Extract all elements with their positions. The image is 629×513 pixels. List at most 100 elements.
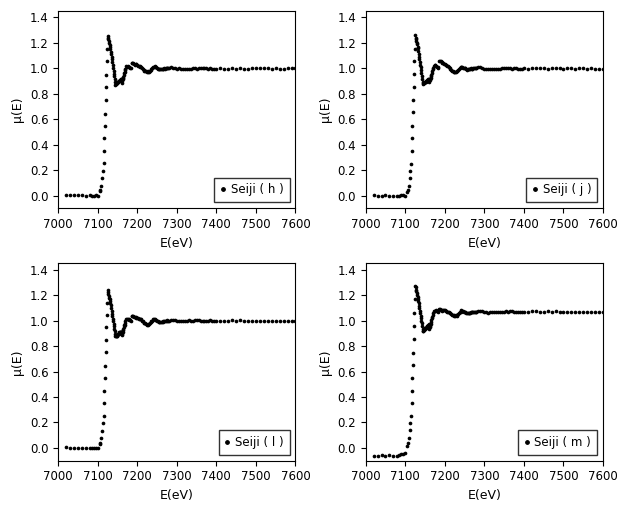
Point — [460, 65, 470, 73]
Point — [455, 63, 465, 71]
Point — [106, 307, 116, 315]
Point — [162, 64, 172, 72]
Point — [467, 307, 477, 315]
Point — [415, 61, 425, 69]
Point — [159, 317, 169, 325]
Point — [111, 81, 121, 89]
Point — [247, 64, 257, 72]
Point — [416, 69, 426, 77]
Point — [159, 317, 169, 325]
Point — [259, 64, 269, 72]
Point — [91, 191, 101, 200]
Point — [196, 317, 206, 325]
Point — [112, 331, 122, 340]
Point — [425, 325, 435, 333]
Point — [65, 444, 75, 452]
Point — [92, 444, 103, 452]
Point — [428, 311, 438, 319]
Point — [425, 75, 435, 83]
Point — [153, 318, 163, 326]
Point — [116, 327, 126, 336]
Point — [507, 307, 517, 315]
Point — [501, 64, 511, 72]
Point — [413, 297, 423, 305]
Point — [239, 317, 249, 325]
Point — [133, 62, 143, 70]
Point — [404, 426, 415, 435]
Point — [409, 70, 419, 78]
Point — [412, 289, 422, 297]
Point — [143, 320, 153, 328]
Point — [462, 66, 472, 74]
Point — [201, 64, 211, 72]
Point — [446, 310, 456, 318]
Point — [467, 65, 477, 73]
Point — [282, 317, 292, 325]
Point — [155, 318, 165, 326]
Point — [454, 310, 464, 318]
Point — [442, 62, 452, 70]
Point — [436, 306, 446, 314]
Point — [157, 318, 167, 326]
Point — [270, 64, 281, 72]
Point — [111, 332, 121, 340]
Point — [470, 64, 480, 72]
Point — [420, 78, 430, 86]
Point — [408, 122, 418, 130]
Point — [105, 297, 115, 305]
Point — [468, 308, 478, 317]
Point — [422, 322, 432, 330]
Point — [140, 320, 150, 328]
Point — [509, 64, 519, 72]
Point — [419, 326, 429, 334]
Point — [429, 62, 439, 70]
Point — [479, 65, 489, 73]
Point — [426, 320, 436, 328]
Point — [128, 60, 138, 68]
Point — [408, 96, 418, 104]
Point — [434, 305, 444, 313]
Point — [501, 307, 511, 315]
Point — [119, 70, 129, 78]
Point — [180, 318, 190, 326]
Point — [454, 66, 464, 74]
Point — [96, 433, 106, 442]
Point — [196, 64, 206, 72]
Point — [410, 31, 420, 40]
Point — [519, 65, 529, 73]
Point — [388, 452, 398, 460]
Point — [447, 67, 457, 75]
Point — [144, 68, 154, 76]
Point — [263, 64, 273, 72]
Point — [270, 317, 281, 325]
Point — [443, 307, 453, 315]
Point — [438, 306, 448, 314]
Point — [414, 302, 424, 310]
Point — [503, 308, 513, 316]
Point — [448, 311, 459, 319]
Point — [409, 57, 420, 65]
Point — [243, 65, 253, 73]
Point — [425, 322, 435, 330]
Point — [123, 62, 133, 70]
Point — [372, 451, 382, 460]
Point — [420, 324, 430, 332]
Point — [109, 322, 119, 330]
Point — [398, 450, 408, 458]
Point — [114, 77, 124, 85]
Point — [267, 65, 277, 73]
Legend: Seiji ( h ): Seiji ( h ) — [214, 177, 289, 202]
Point — [85, 444, 95, 452]
Point — [131, 61, 142, 69]
Point — [203, 317, 213, 325]
Point — [152, 317, 162, 325]
Point — [291, 64, 301, 72]
Point — [109, 325, 120, 333]
Point — [452, 311, 462, 320]
Point — [220, 317, 230, 325]
Point — [147, 317, 157, 325]
Point — [91, 444, 101, 452]
Point — [275, 65, 285, 73]
Point — [104, 291, 114, 300]
Point — [175, 317, 186, 325]
